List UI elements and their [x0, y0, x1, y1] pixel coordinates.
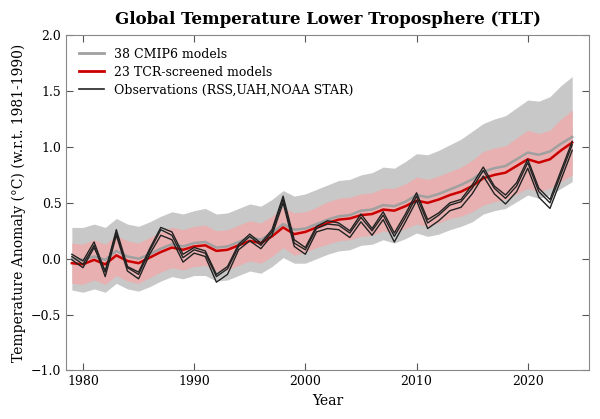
Y-axis label: Temperature Anomaly (°C) (w.r.t. 1981-1990): Temperature Anomaly (°C) (w.r.t. 1981-19… [11, 44, 26, 362]
X-axis label: Year: Year [312, 394, 343, 408]
Title: Global Temperature Lower Troposphere (TLT): Global Temperature Lower Troposphere (TL… [115, 11, 541, 28]
Legend: 38 CMIP6 models, 23 TCR-screened models, Observations (RSS,UAH,NOAA STAR): 38 CMIP6 models, 23 TCR-screened models,… [73, 41, 359, 103]
